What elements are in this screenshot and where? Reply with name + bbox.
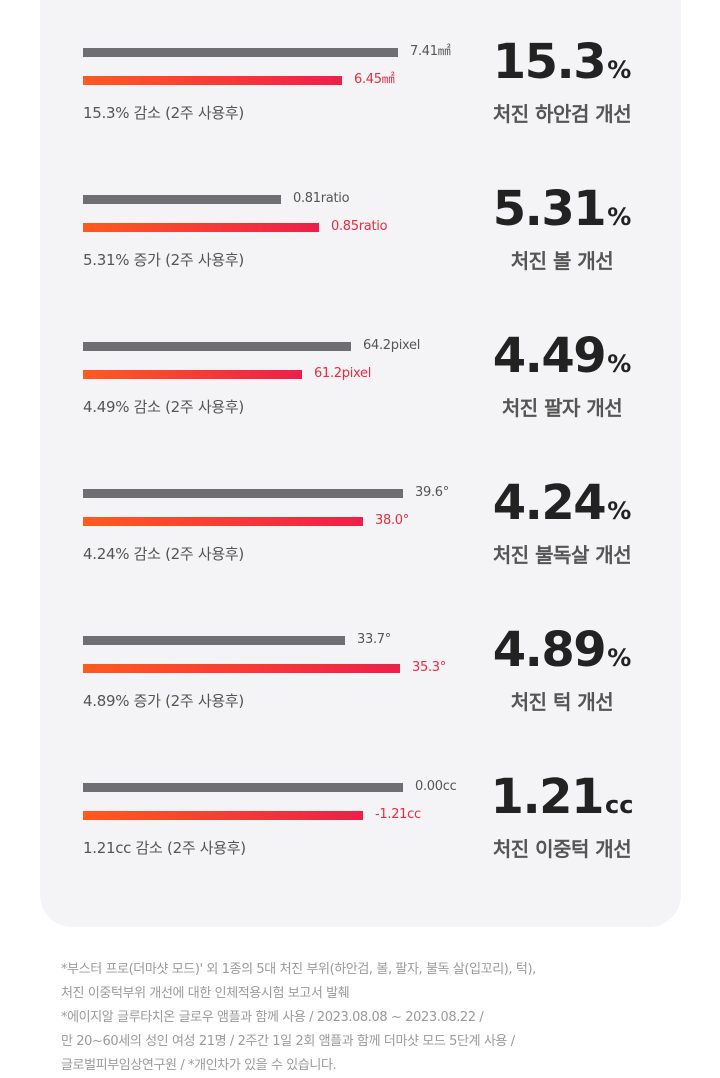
result-row: 7.41㎟ 6.45㎟ 15.3% 감소 (2주 사용후) 15.3% 처진 하안검 개… [0,4,720,134]
before-label: 7.41㎟ [410,44,451,59]
after-label: -1.21cc [375,807,421,822]
headline-unit: % [607,56,632,84]
change-note: 5.31% 증가 (2주 사용후) [83,251,244,269]
headline-value: 5.31% [462,181,662,248]
before-label: 33.7° [357,632,391,647]
before-bar [83,636,345,645]
change-note: 1.21cc 감소 (2주 사용후) [83,839,246,857]
footnote-line: *에이지알 글루타치온 글로우 앰플과 함께 사용 / 2023.08.08 ~… [61,1010,484,1025]
caption: 처진 하안검 개선 [492,102,632,126]
caption: 처진 볼 개선 [510,249,614,273]
headline-value: 4.89% [462,622,662,689]
after-bar [83,664,400,673]
change-note: 15.3% 감소 (2주 사용후) [83,104,244,122]
headline-number: 4.49 [492,328,607,384]
after-label: 6.45㎟ [354,72,395,87]
headline-number: 4.89 [492,622,607,678]
result-row: 0.81ratio 0.85ratio 5.31% 증가 (2주 사용후) 5.31%… [0,151,720,281]
headline-value: 4.49% [462,328,662,395]
after-label: 35.3° [412,660,446,675]
after-bar [83,76,342,85]
before-bar [83,342,351,351]
caption: 처진 턱 개선 [510,690,614,714]
before-label: 0.00cc [415,779,457,794]
after-label: 38.0° [375,513,409,528]
result-row: 0.00cc -1.21cc 1.21cc 감소 (2주 사용후) 1.21cc 처진 … [0,739,720,869]
after-bar [83,811,363,820]
before-label: 0.81ratio [293,191,350,206]
headline-value: 1.21cc [462,769,662,836]
headline-unit: % [607,497,632,525]
before-label: 64.2pixel [363,338,421,353]
footnote-line: 글로벌피부임상연구원 / *개인차가 있을 수 있습니다. [61,1058,337,1073]
headline-value: 4.24% [462,475,662,542]
card [40,0,681,927]
after-bar [83,517,363,526]
result-row: 33.7° 35.3° 4.89% 증가 (2주 사용후) 4.89% 처진 턱 개선 [0,592,720,722]
headline-number: 1.21 [490,769,605,825]
footnotes: *부스터 프로(더마샷 모드)' 외 1종의 5대 처진 부위(하안검, 볼, … [61,958,701,1078]
before-bar [83,489,403,498]
headline-unit: % [607,644,632,672]
result-row: 39.6° 38.0° 4.24% 감소 (2주 사용후) 4.24% 처진 불독살 개… [0,445,720,575]
headline-number: 4.24 [492,475,607,531]
after-label: 61.2pixel [314,366,372,381]
footnote-line: 처진 이중턱부위 개선에 대한 인체적용시험 보고서 발췌 [61,986,350,1001]
headline-value: 15.3% [462,34,662,101]
headline-unit: cc [604,791,634,819]
headline-number: 15.3 [492,34,607,90]
caption: 처진 불독살 개선 [492,543,632,567]
before-bar [83,195,281,204]
caption: 처진 팔자 개선 [501,396,623,420]
after-bar [83,370,302,379]
headline-unit: % [607,350,632,378]
headline-number: 5.31 [492,181,607,237]
after-label: 0.85ratio [331,219,388,234]
before-label: 39.6° [415,485,449,500]
before-bar [83,783,403,792]
change-note: 4.89% 증가 (2주 사용후) [83,692,244,710]
footnote-line: 만 20~60세의 성인 여성 21명 / 2주간 1일 2회 앰플과 함께 더… [61,1034,515,1049]
change-note: 4.24% 감소 (2주 사용후) [83,545,244,563]
caption: 처진 이중턱 개선 [492,837,632,861]
headline-unit: % [607,203,632,231]
result-row: 64.2pixel 61.2pixel 4.49% 감소 (2주 사용후) 4.49%… [0,298,720,428]
after-bar [83,223,319,232]
before-bar [83,48,398,57]
footnote-line: *부스터 프로(더마샷 모드)' 외 1종의 5대 처진 부위(하안검, 볼, … [61,962,536,977]
change-note: 4.49% 감소 (2주 사용후) [83,398,244,416]
